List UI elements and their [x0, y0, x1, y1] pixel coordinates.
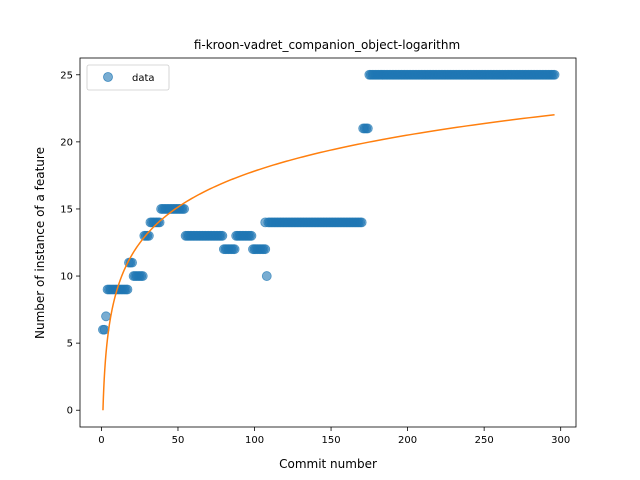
y-tick-label: 5 [67, 339, 73, 350]
legend-marker-data [103, 72, 113, 82]
data-point [549, 69, 560, 80]
legend-box [86, 64, 170, 91]
data-point [246, 230, 257, 241]
data-point [217, 230, 228, 241]
x-tick-label: 50 [172, 435, 185, 446]
data-point [362, 123, 373, 134]
legend: data [86, 64, 170, 91]
x-tick-label: 100 [245, 435, 264, 446]
x-tick-label: 0 [98, 435, 104, 446]
data-point [137, 271, 148, 281]
y-tick-label: 25 [60, 70, 73, 81]
legend-label-data: data [132, 73, 155, 84]
y-tick-label: 20 [60, 137, 73, 148]
data-point [122, 284, 133, 295]
x-tick-label: 200 [398, 435, 417, 446]
fit-layer [102, 113, 555, 411]
y-tick-label: 15 [60, 204, 73, 215]
x-axis-label: Commit number [279, 457, 377, 471]
x-tick-label: 300 [551, 435, 570, 446]
x-tick-label: 250 [475, 435, 494, 446]
plot-frame [79, 57, 577, 428]
y-tick-label: 10 [60, 272, 73, 283]
data-point [229, 244, 240, 255]
data-point [356, 217, 367, 228]
y-tick-label: 0 [67, 406, 73, 417]
x-tick-label: 150 [322, 435, 341, 446]
y-axis-label: Number of instance of a feature [33, 147, 47, 339]
data-point [179, 204, 189, 214]
x-axis: 0 50 100 150 200 250 300 [98, 427, 570, 446]
data-point [261, 271, 272, 281]
fit-line [102, 113, 555, 411]
chart-title: fi-kroon-vadret_companion_object-logarit… [194, 38, 460, 52]
data-point [101, 311, 111, 322]
y-axis: 0 5 10 15 20 25 [60, 70, 80, 417]
data-point [260, 244, 271, 255]
